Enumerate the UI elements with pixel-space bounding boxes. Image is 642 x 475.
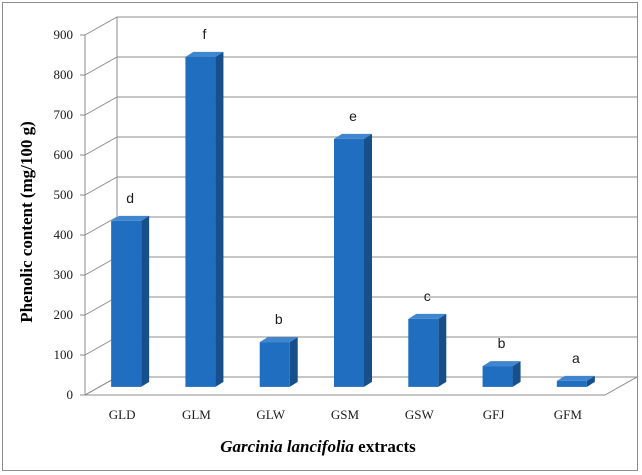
- bar-side-GFJ: [512, 361, 521, 387]
- significance-letter: c: [424, 288, 431, 304]
- bar-top-GSM: [334, 133, 372, 139]
- bar-top-GLD: [111, 215, 150, 221]
- bars: [111, 51, 595, 387]
- x-category-label: GLW: [256, 407, 285, 422]
- gridline: [84, 16, 637, 36]
- significance-letter: b: [275, 311, 283, 327]
- x-axis-label: Garcinia lancifolia extracts: [220, 437, 416, 456]
- x-category-label: GSW: [405, 407, 435, 422]
- y-tick-label: 300: [54, 267, 74, 282]
- significance-letter: f: [202, 26, 206, 42]
- significance-letter: a: [572, 350, 580, 366]
- x-axis-label-rest: extracts: [354, 437, 416, 456]
- bar-top-GLM: [185, 51, 224, 57]
- bar-top-GFJ: [482, 361, 521, 367]
- x-category-labels: GLD GLM GLW GSM GSW GFJ GFM: [109, 407, 583, 422]
- x-category-label: GSM: [331, 407, 360, 422]
- y-tick-label: 600: [54, 147, 74, 162]
- gridline: [84, 216, 637, 236]
- x-category-label: GFM: [554, 407, 583, 422]
- bar-GLD: [111, 220, 142, 387]
- bar-GLM: [185, 56, 216, 387]
- y-tick-labels: 0 100 200 300 400 500 600 700 800 900: [54, 27, 74, 402]
- bar-GLW: [259, 342, 290, 387]
- y-tick-label: 900: [54, 27, 74, 42]
- bar-GSW: [408, 318, 439, 387]
- bar-GFJ: [482, 366, 513, 387]
- x-axis-label-italic: Garcinia lancifolia: [220, 437, 354, 456]
- bar-GSM: [334, 138, 364, 387]
- bar-side-GLD: [141, 215, 150, 387]
- bar-top-GLW: [259, 337, 298, 343]
- bar-side-GLW: [289, 337, 298, 387]
- y-tick-label: 400: [54, 227, 74, 242]
- bar-side-GSW: [438, 313, 447, 387]
- x-category-label: GLM: [182, 407, 211, 422]
- bar-side-GFM: [586, 375, 595, 387]
- y-tick-label: 200: [54, 307, 74, 322]
- gridline: [84, 176, 637, 196]
- y-tick-label: 700: [54, 107, 74, 122]
- bar-side-GLM: [215, 51, 224, 387]
- x-category-label: GLD: [109, 407, 136, 422]
- y-tick-label: 100: [54, 347, 74, 362]
- y-tick-label: 800: [54, 67, 74, 82]
- significance-letters: d f b e c b a: [126, 26, 580, 366]
- x-category-label: GFJ: [483, 407, 505, 422]
- bar-side-GSM: [364, 133, 372, 387]
- gridline: [84, 56, 637, 76]
- bar-top-GFM: [556, 375, 595, 381]
- bar-top-GSW: [408, 313, 447, 319]
- gridline: [84, 136, 637, 156]
- gridline: [84, 96, 637, 116]
- y-tick-label: 0: [67, 387, 74, 402]
- significance-letter: d: [126, 190, 134, 206]
- y-axis-label: Phenolic content (mg/100 g): [17, 121, 36, 323]
- significance-letter: e: [349, 108, 357, 124]
- bar-GFM: [556, 380, 587, 387]
- significance-letter: b: [498, 335, 506, 351]
- y-tick-label: 500: [54, 187, 74, 202]
